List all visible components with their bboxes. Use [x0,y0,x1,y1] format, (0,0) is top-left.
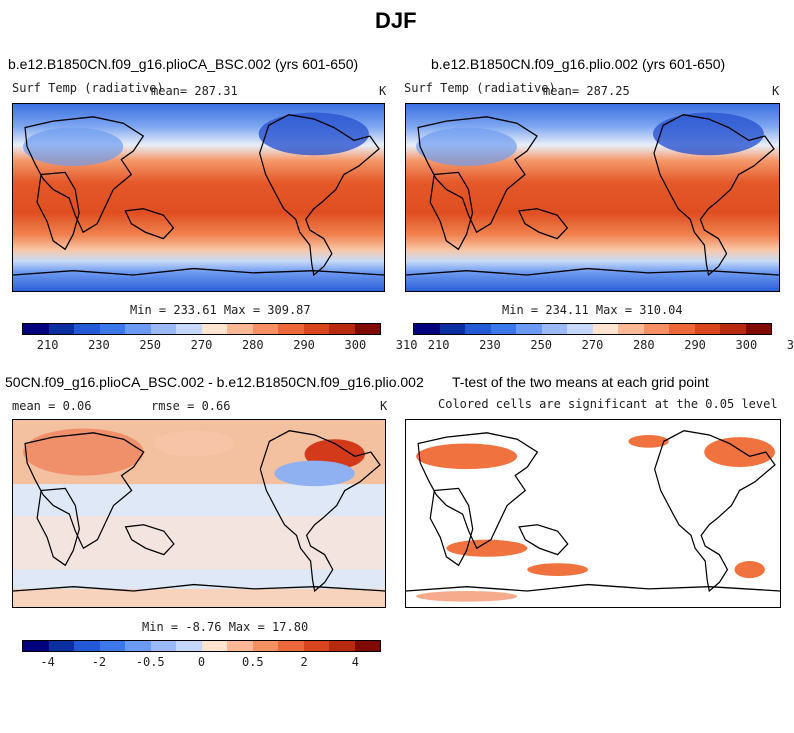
colorbar-swatch [439,324,465,334]
colorbar-swatch [125,324,151,334]
panel1-title: b.e12.B1850CN.f09_g16.plioCA_BSC.002 (yr… [8,56,359,72]
colorbar-swatch [643,324,669,334]
colorbar-swatch [694,324,720,334]
colorbar-swatch [227,324,253,334]
colorbar-tick-label: 210 [427,338,450,352]
colorbar-swatch [414,324,440,334]
colorbar-tick-label: 290 [293,338,315,352]
colorbar-swatch [150,641,176,651]
colorbar-tick-label: 250 [139,338,162,352]
panel2-mean: mean= 287.25 [543,84,630,98]
panel2-title: b.e12.B1850CN.f09_g16.plio.002 (yrs 601-… [431,56,726,72]
colorbar-swatch [227,641,253,651]
colorbar-tick-label: 230 [479,338,501,352]
panel4-subtitle: Colored cells are significant at the 0.0… [438,397,778,411]
colorbar-swatch [278,641,304,651]
colorbar-swatch [303,641,329,651]
colorbar-swatch [48,641,74,651]
colorbar-swatch [278,324,304,334]
colorbar-swatch [176,641,202,651]
colorbar-tick-label: -2 [91,655,107,669]
colorbar-tick-label: 300 [344,338,367,352]
panel4-title: T-test of the two means at each grid poi… [452,374,709,390]
panel1-map [12,103,385,292]
colorbar-tick-label: 0 [197,655,206,669]
colorbar-swatch [541,324,567,334]
colorbar-tick-label: 270 [581,338,604,352]
panel1-minmax: Min = 233.61 Max = 309.87 [130,303,311,317]
colorbar-swatch [516,324,542,334]
colorbar-swatch [48,324,74,334]
panel2-units: K [772,84,780,98]
panel3-title: 50CN.f09_g16.plioCA_BSC.002 - b.e12.B185… [5,374,424,390]
panel1-units: K [379,84,387,98]
panel3-minmax: Min = -8.76 Max = 17.80 [142,620,309,634]
panel1-colorbar [22,323,381,335]
colorbar-swatch [567,324,593,334]
panel2-colorbar [413,323,772,335]
colorbar-swatch [592,324,618,334]
colorbar-swatch [74,324,100,334]
colorbar-swatch [74,641,100,651]
colorbar-swatch [201,324,227,334]
colorbar-swatch [720,324,746,334]
colorbar-swatch [303,324,329,334]
colorbar-swatch [252,324,278,334]
panel2-variable: Surf Temp (radiative) [404,81,556,95]
panel3-map [12,419,386,608]
colorbar-swatch [329,641,355,651]
colorbar-tick-label: 280 [241,338,264,352]
colorbar-tick-label: 310 [786,338,794,352]
page-title: DJF [375,8,417,33]
colorbar-swatch [99,324,125,334]
panel3-units: K [380,399,388,413]
colorbar-tick-label: 230 [88,338,110,352]
colorbar-swatch [150,324,176,334]
colorbar-swatch [490,324,516,334]
colorbar-swatch [618,324,644,334]
colorbar-tick-label: 0.5 [241,655,264,669]
colorbar-swatch [745,324,771,334]
colorbar-swatch [125,641,151,651]
colorbar-swatch [252,641,278,651]
panel3-colorbar [22,640,381,652]
colorbar-tick-label: -0.5 [135,655,165,669]
colorbar-swatch [23,324,49,334]
colorbar-tick-label: 270 [190,338,213,352]
colorbar-swatch [176,324,202,334]
colorbar-tick-label: 4 [351,655,359,669]
colorbar-tick-label: 210 [36,338,59,352]
colorbar-tick-label: 300 [735,338,758,352]
colorbar-tick-label: 310 [395,338,418,352]
colorbar-swatch [329,324,355,334]
colorbar-swatch [669,324,695,334]
colorbar-tick-label: -4 [40,655,55,669]
panel4-map [405,419,781,608]
colorbar-swatch [23,641,49,651]
colorbar-swatch [354,324,380,334]
colorbar-tick-label: 290 [684,338,706,352]
colorbar-tick-label: 250 [530,338,553,352]
panel3-mean: mean = 0.06 [12,399,92,413]
colorbar-swatch [201,641,227,651]
panel3-rmse: rmse = 0.66 [151,399,231,413]
panel1-mean: mean= 287.31 [151,84,238,98]
colorbar-tick-label: 280 [632,338,655,352]
panel2-map [405,103,780,292]
panel2-minmax: Min = 234.11 Max = 310.04 [502,303,683,317]
colorbar-swatch [465,324,491,334]
colorbar-swatch [354,641,380,651]
colorbar-tick-label: 2 [300,655,308,669]
colorbar-swatch [99,641,125,651]
panel1-variable: Surf Temp (radiative) [12,81,164,95]
